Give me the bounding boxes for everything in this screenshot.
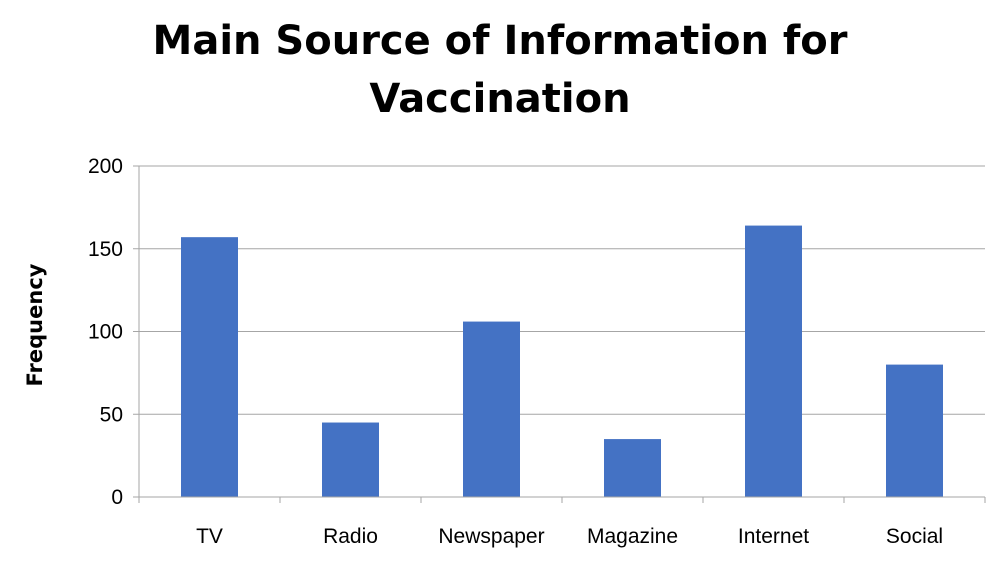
x-tick-label: Social	[886, 525, 943, 548]
y-tick-label: 100	[88, 321, 123, 344]
bar-radio	[322, 422, 379, 497]
bar-newspaper	[463, 321, 520, 497]
y-tick-label: 0	[111, 486, 123, 509]
x-tick-labels: TV Radio Newspaper Magazine Internet Social	[196, 525, 943, 548]
bar-tv	[181, 237, 238, 498]
chart-title: Main Source of Information for Vaccinati…	[0, 12, 1000, 128]
x-tick-label: TV	[196, 525, 223, 548]
x-tick-label: Internet	[738, 525, 809, 548]
y-tick-labels: 0 50 100 150 200	[88, 155, 123, 509]
bars	[181, 225, 943, 498]
x-tick-label: Magazine	[587, 525, 678, 548]
bar-internet	[745, 225, 802, 497]
y-tick-label: 150	[88, 238, 123, 261]
y-tick-label: 50	[100, 403, 123, 426]
chart-title-line-1: Main Source of Information for	[152, 18, 848, 64]
gridlines	[139, 165, 985, 415]
x-tick-label: Radio	[323, 525, 378, 548]
x-tick-label: Newspaper	[438, 525, 544, 548]
axes	[133, 165, 986, 503]
chart-title-line-2: Vaccination	[369, 76, 631, 122]
bar-social	[886, 364, 943, 497]
bar-magazine	[604, 439, 661, 497]
y-tick-label: 200	[88, 155, 123, 178]
